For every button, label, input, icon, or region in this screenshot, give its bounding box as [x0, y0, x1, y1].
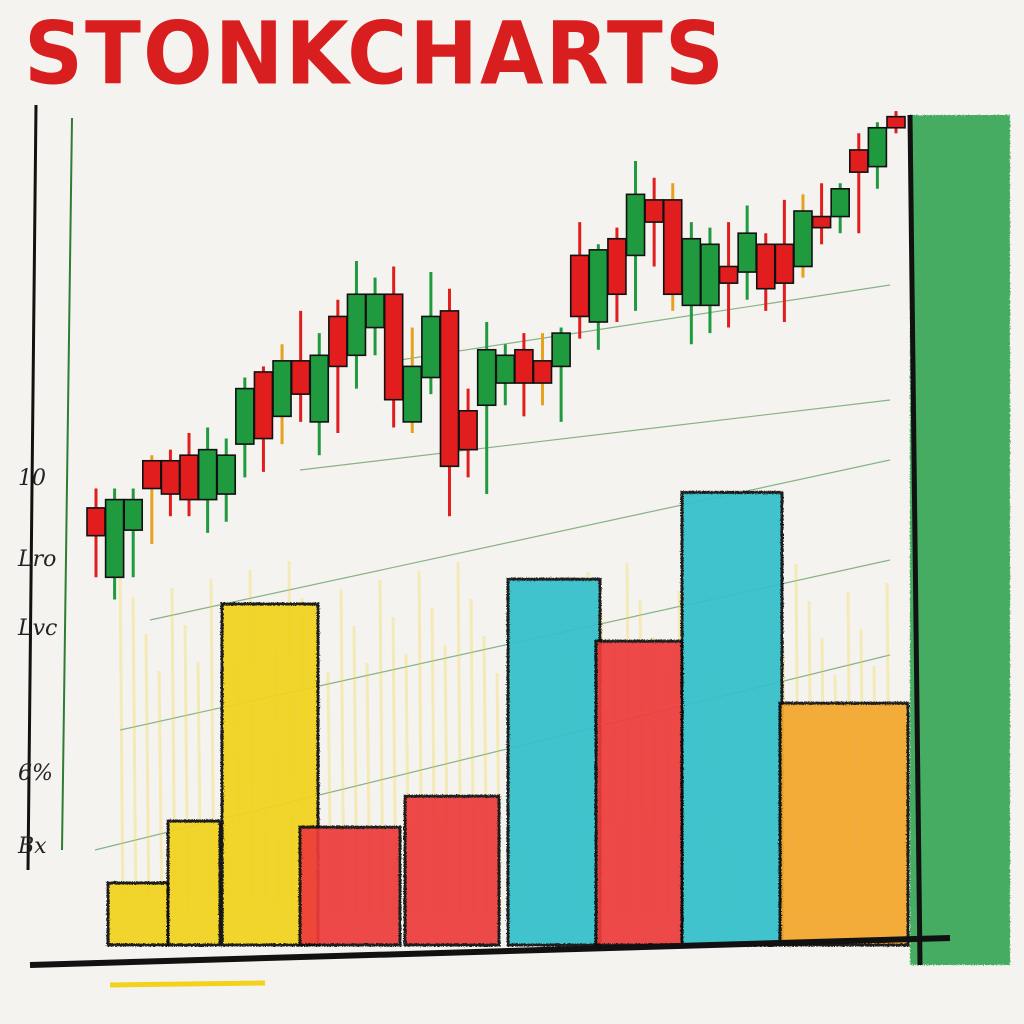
candle-body	[421, 315, 441, 379]
x-axis	[29, 935, 951, 968]
bar	[594, 639, 684, 947]
y-tick-label: 10	[18, 466, 46, 491]
candle-body	[700, 243, 720, 307]
candle-body	[755, 243, 776, 290]
candle-body	[104, 498, 125, 579]
bar	[106, 881, 170, 947]
bar	[166, 819, 222, 947]
candle-body	[290, 360, 311, 395]
candle-body	[886, 115, 906, 129]
candle-body	[253, 371, 274, 440]
candle-body	[811, 215, 832, 229]
candle-body	[179, 454, 199, 501]
candle-body	[439, 310, 460, 468]
y-axis	[26, 104, 38, 871]
grid-line	[149, 459, 891, 621]
bar	[506, 577, 602, 947]
bar	[298, 825, 402, 947]
y-axis-secondary	[61, 117, 73, 851]
grid-line	[299, 399, 891, 471]
crayon-texture	[144, 633, 151, 916]
candle-body	[830, 188, 850, 218]
candle-body	[216, 454, 237, 495]
candle-body	[532, 360, 553, 384]
candlestick-series	[86, 111, 906, 600]
crayon-texture	[157, 670, 164, 916]
chart-title: STONKCHARTS	[24, 4, 726, 105]
candle-body	[365, 293, 385, 329]
grid-line	[399, 284, 891, 361]
candle-body	[867, 126, 888, 168]
candle-body	[142, 459, 162, 490]
candle-body	[588, 249, 609, 323]
candle-body	[160, 459, 181, 495]
candle-body	[644, 199, 664, 223]
candle-body	[309, 354, 330, 423]
candle-body	[235, 387, 255, 445]
candle-body	[197, 448, 218, 501]
y-tick-label: Bx	[17, 834, 47, 859]
candle-body	[495, 354, 516, 384]
candle-body	[402, 365, 423, 423]
candle-body	[551, 332, 571, 368]
candle-body	[718, 265, 739, 284]
candle-body	[569, 254, 590, 318]
candle-body	[123, 498, 144, 531]
candle-body	[681, 237, 702, 307]
candle-body	[848, 149, 869, 173]
candle-body	[662, 199, 683, 296]
bar	[910, 115, 1010, 965]
candle-body	[383, 293, 404, 401]
crayon-texture	[118, 559, 125, 916]
x-axis-underline	[109, 980, 266, 988]
bar	[680, 490, 784, 947]
candle-body	[476, 348, 497, 407]
y-tick-label: Lvc	[17, 616, 57, 641]
bar-series	[106, 115, 1010, 965]
crayon-texture	[131, 596, 138, 916]
y-tick-label: 6%	[18, 761, 53, 786]
candle-body	[328, 315, 348, 368]
candle-body	[458, 409, 478, 451]
candle-body	[737, 232, 757, 273]
bar	[778, 701, 910, 947]
bar	[403, 794, 501, 947]
y-tick-label: Lro	[17, 547, 56, 572]
candle-body	[774, 243, 795, 284]
candle-body	[514, 348, 534, 384]
candle-body	[793, 210, 813, 268]
y-tick-labels: 10 Lro Lvc 6% Bx	[17, 466, 57, 859]
candle-body	[625, 193, 646, 257]
candle-body	[86, 507, 106, 537]
bar-edge	[907, 114, 923, 966]
candle-body	[607, 237, 627, 296]
candle-body	[346, 293, 367, 357]
candle-body	[272, 360, 292, 418]
axes	[26, 104, 951, 988]
